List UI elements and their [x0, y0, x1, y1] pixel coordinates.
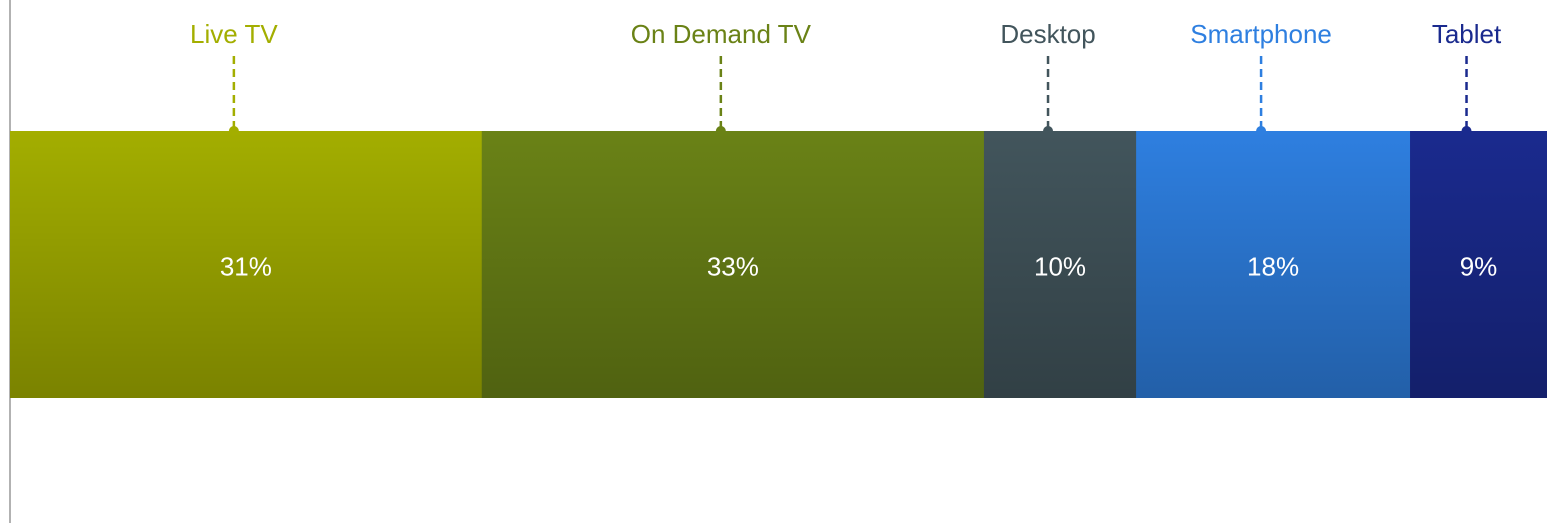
legend-label: Live TV: [190, 19, 278, 49]
legend-label: Desktop: [1000, 19, 1095, 49]
segment-shade: [481, 131, 985, 398]
value-label: 31%: [220, 251, 272, 281]
legend-label: Tablet: [1432, 19, 1502, 49]
value-label: 18%: [1247, 251, 1299, 281]
legend-label: On Demand TV: [631, 19, 812, 49]
value-label: 9%: [1460, 251, 1498, 281]
segment-shade: [983, 131, 1137, 398]
callout-dot: [228, 126, 239, 136]
value-label: 10%: [1034, 251, 1086, 281]
value-label: 33%: [707, 251, 759, 281]
callout-dot: [1043, 126, 1054, 136]
segment-shade: [10, 131, 483, 398]
legend-label: Smartphone: [1190, 19, 1332, 49]
callout-dot: [1461, 126, 1472, 136]
callout-dot: [715, 126, 726, 136]
callout-dot: [1256, 126, 1267, 136]
segment-shade: [1410, 131, 1547, 398]
segment-shade: [1136, 131, 1411, 398]
